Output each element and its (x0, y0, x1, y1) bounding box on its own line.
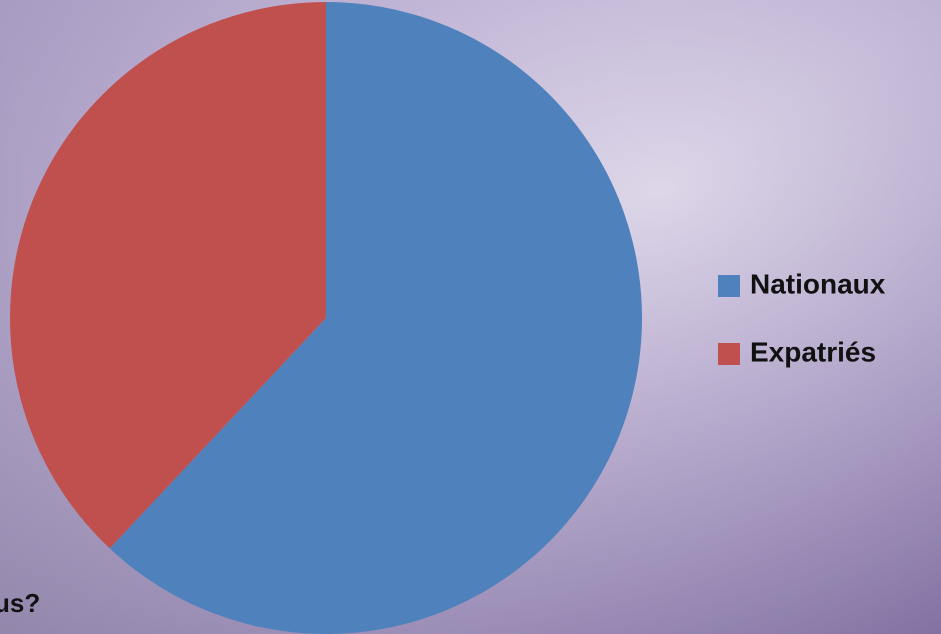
legend-label: Expatriés (750, 336, 876, 367)
pie (9, 2, 642, 634)
legend: Nationaux Expatriés (718, 268, 886, 367)
pie-slice (109, 2, 642, 634)
legend-swatch (718, 343, 740, 365)
pie-slice (9, 2, 326, 549)
legend-label: Nationaux (750, 268, 886, 299)
legend-swatch (718, 275, 740, 297)
annotation: us? (0, 588, 40, 618)
